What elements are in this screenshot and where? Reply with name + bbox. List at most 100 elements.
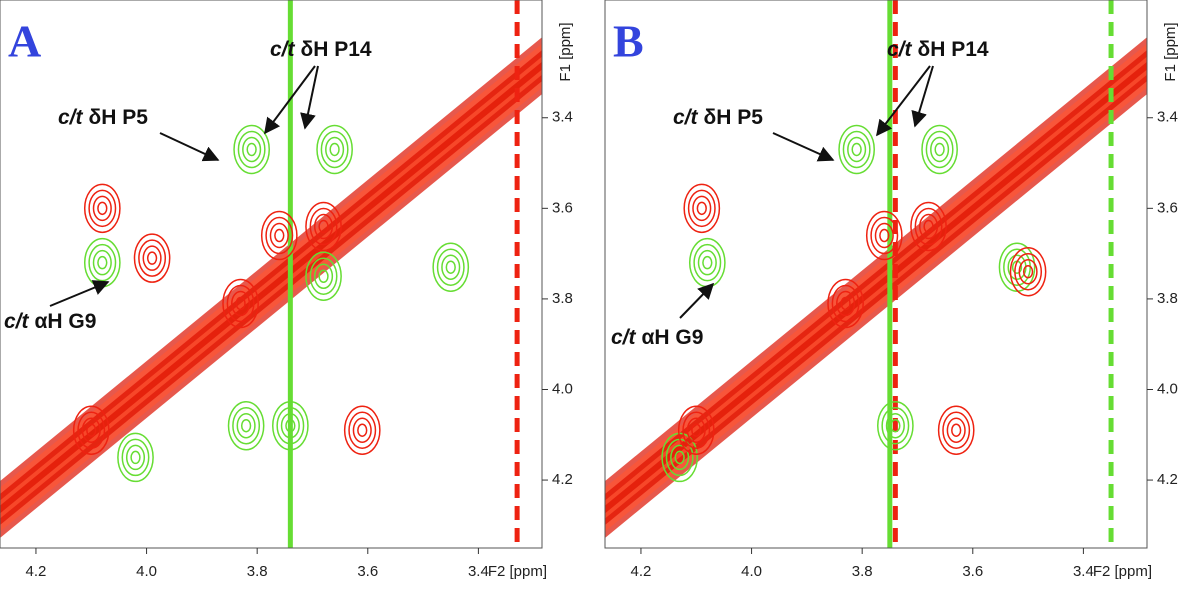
peak-contour [702,255,713,270]
peak-contour [318,219,329,234]
peak-contour [309,207,338,246]
peak-contour [235,296,246,311]
peak-contour [436,248,465,286]
x-tick-label: 4.0 [741,563,762,580]
y-tick-label: 4.0 [552,380,573,397]
diagonal [605,61,1147,514]
x-tick-label: 3.4 [468,563,489,580]
peak-contour [942,411,971,449]
peak-contour [914,207,943,246]
annotation-text: αH G9 [642,326,704,349]
peak-contour [260,210,298,261]
peak-contour [683,183,721,234]
peak-contour [121,438,150,477]
peak-contour [117,432,154,483]
peak-contour [1009,246,1047,297]
peak-contour [696,201,707,216]
annotation-prefix: c/t [673,106,699,129]
peak-contour [851,142,862,157]
peak-contour [146,251,158,265]
peak-contour [923,219,934,234]
peak-contour [343,405,381,455]
arrow [679,282,715,319]
plot-area [605,0,1147,548]
peak-contour [910,201,947,252]
peak-contour [305,251,342,302]
peak-contour [272,400,309,451]
peak-contour [836,290,856,317]
peak-contour [274,228,285,243]
peak-contour [682,411,711,449]
peak-contour [946,417,966,443]
peak-contour [951,423,962,437]
peak-contour [921,124,958,175]
peak-contour [142,245,162,271]
peak-contour [83,237,121,288]
annotation: c/t αH G9 [611,326,703,349]
annotation-text: δH P5 [704,106,764,129]
annotation: c/t δH P14 [887,38,989,61]
x-tick-label: 3.6 [962,563,983,580]
peak-contour [227,400,265,451]
arrow [876,65,931,137]
plot-area [0,0,542,548]
peak-contour [325,136,345,163]
peak-contour [81,417,101,443]
arrow [300,65,319,130]
peak-contour [692,195,712,222]
arrow [772,132,835,162]
arrow [264,65,316,135]
peak-contour [237,130,266,169]
peak-contour [1018,258,1038,285]
annotation-prefix: c/t [611,326,637,349]
peak-contour [77,411,106,449]
peak-contour [97,255,108,270]
peak-contour [83,183,121,234]
x-tick-label: 4.2 [631,563,652,580]
peak-contour [691,423,702,437]
peak-contour [937,405,975,455]
peak-contour [72,405,110,455]
y-tick-label: 3.4 [552,109,573,126]
annotation-text: δH P14 [301,38,372,61]
y-tick-label: 3.8 [552,290,573,307]
frame [0,0,543,549]
diagonal [0,61,542,514]
peak-contour [840,296,851,311]
y-tick-label: 3.4 [1157,109,1178,126]
y-tick-label: 3.6 [552,199,573,216]
annotation-prefix: c/t [58,106,84,129]
y-tick-label: 4.2 [552,471,573,488]
peak-contour [92,195,112,222]
y-axis-label: F1 [ppm] [1162,22,1179,81]
y-tick-label: 4.0 [1157,380,1178,397]
peak-contour [688,237,726,288]
x-axis-label: F2 [ppm] [488,563,547,580]
peak-contour [881,406,910,445]
peak-contour [233,124,270,175]
peak-contour [925,130,954,169]
panel-label: B [613,16,644,67]
peak-contour [97,201,108,216]
peak-contour [242,136,262,163]
peak-contour [276,406,305,445]
annotation-prefix: c/t [887,38,913,61]
annotation: c/t δH P5 [673,106,763,129]
peak-contour [890,418,901,433]
peak-contour [357,423,368,437]
peak-contour [432,242,470,292]
peak-contour [847,136,867,163]
y-axis-label: F1 [ppm] [557,22,574,81]
peak-contour [842,130,871,169]
arrow [49,280,110,307]
x-tick-label: 4.2 [26,563,47,580]
peak-contour [222,278,259,329]
y-tick-label: 4.2 [1157,471,1178,488]
peak-contour [92,249,112,276]
peak-contour [226,284,255,323]
peak-contour [879,228,890,243]
peak-contour [885,412,905,439]
peak-contour [877,400,914,451]
peak-contour [838,124,875,175]
